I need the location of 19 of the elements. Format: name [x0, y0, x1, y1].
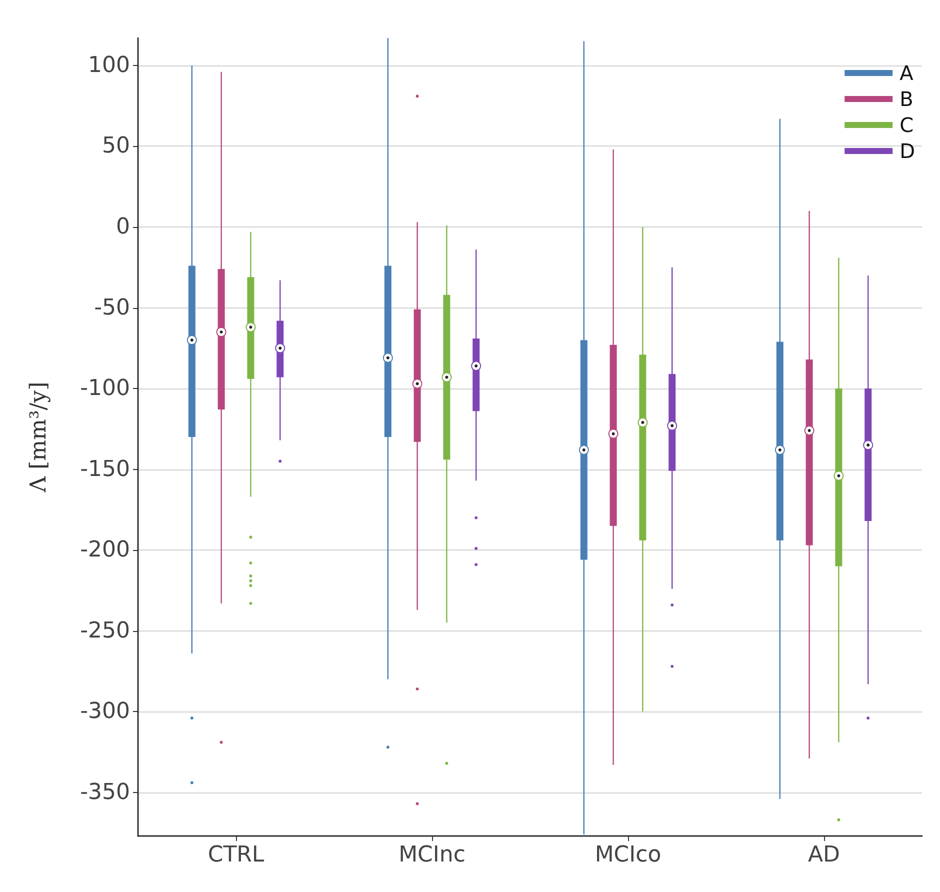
y-tick-label: -200 [80, 538, 130, 563]
y-tick-label: -300 [80, 699, 130, 724]
x-tick-label: MCIco [594, 842, 662, 868]
legend-label: D [900, 139, 916, 163]
y-tick-label: -50 [94, 295, 130, 320]
x-tick-label: CTRL [208, 842, 265, 868]
y-axis-title: Λ [mm³/y] [26, 382, 52, 494]
y-tick-label: 100 [88, 52, 130, 78]
x-tick-label: AD [808, 842, 840, 868]
y-tick-label: -100 [80, 376, 130, 402]
legend-label: C [900, 113, 914, 137]
y-tick-label: -250 [80, 618, 130, 644]
x-tick-label: MCInc [398, 842, 466, 868]
y-tick-label: 0 [116, 214, 130, 240]
y-tick-label: 50 [102, 134, 130, 159]
legend-label: B [900, 87, 914, 111]
legend-label: A [900, 61, 914, 85]
y-tick-label: -350 [80, 780, 130, 805]
y-tick-label: -150 [80, 456, 130, 482]
